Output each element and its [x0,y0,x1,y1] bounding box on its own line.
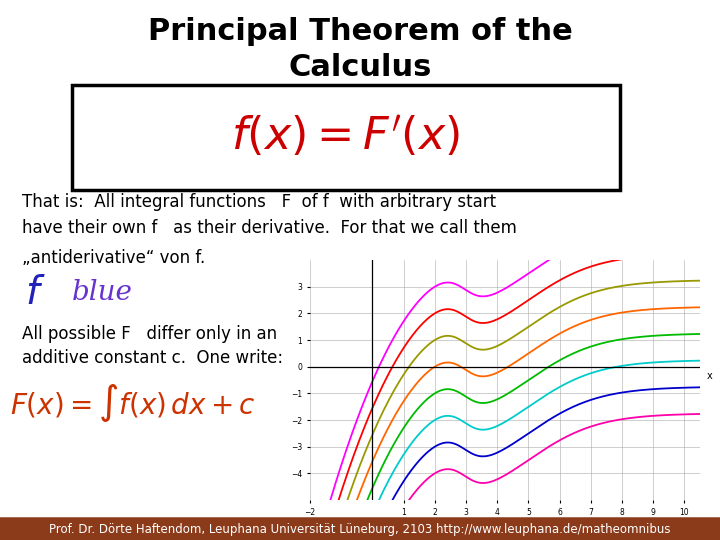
Text: blue: blue [72,279,133,306]
Text: $f$: $f$ [25,275,45,313]
Text: additive constant c.  One write:: additive constant c. One write: [22,349,283,367]
Bar [72,85,620,190]
Text: $f(x) = F'(x)$: $f(x) = F'(x)$ [231,115,461,159]
Text: x: x [706,371,712,381]
Text: That is:  All integral functions   F  of f  with arbitrary start: That is: All integral functions F of f w… [22,193,496,211]
Text: have their own f   as their derivative.  For that we call them: have their own f as their derivative. Fo… [22,219,517,237]
Text: Calculus: Calculus [288,53,432,83]
Text: 58: 58 [678,483,695,497]
Text: Principal Theorem of the: Principal Theorem of the [148,17,572,46]
Text: Prof. Dr. Dörte Haftendom, Leuphana Universität Lüneburg, 2103 http://www.leupha: Prof. Dr. Dörte Haftendom, Leuphana Univ… [49,523,671,536]
Text: All possible F   differ only in an: All possible F differ only in an [22,325,277,343]
Text: $F(x)= \int f(x)\,dx + c$: $F(x)= \int f(x)\,dx + c$ [10,382,256,424]
Text: „antiderivative“ von f.: „antiderivative“ von f. [22,249,205,267]
Bar [0,518,720,540]
